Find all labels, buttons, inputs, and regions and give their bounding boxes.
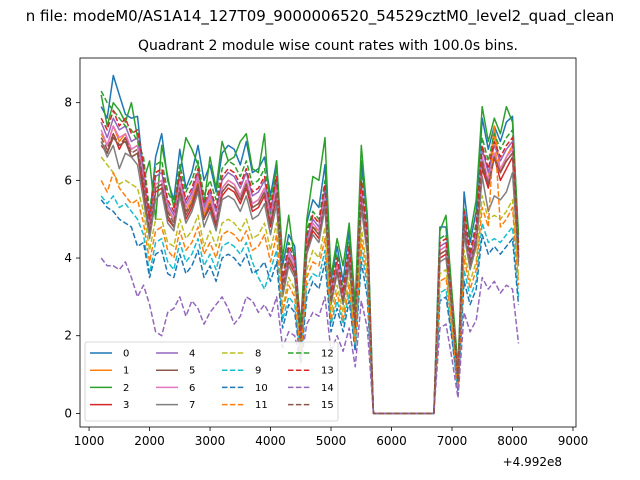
- x-tick-label: 5000: [316, 434, 347, 448]
- legend-label-8: 8: [255, 349, 261, 360]
- chart-title: Quadrant 2 module wise count rates with …: [138, 38, 518, 54]
- legend-label-15: 15: [321, 400, 334, 411]
- x-tick-label: 3000: [195, 434, 226, 448]
- y-tick-label: 2: [64, 329, 72, 343]
- legend-frame: [84, 341, 339, 422]
- series-line-2: [100, 94, 520, 415]
- x-tick-label: 4000: [255, 434, 286, 448]
- x-tick-label: 7000: [437, 434, 468, 448]
- series-line-8: [100, 156, 520, 415]
- series-line-9: [100, 195, 520, 415]
- axes: 1000 2000 3000 4000 5000 6000 7000 8000 9000 0 2 4 6…: [64, 57, 589, 448]
- y-tick-label: 4: [64, 251, 72, 265]
- legend-label-10: 10: [255, 383, 268, 394]
- legend-label-6: 6: [189, 383, 195, 394]
- legend-label-11: 11: [255, 400, 268, 411]
- x-offset-label: +4.992e8: [503, 455, 562, 469]
- x-tick-label: 6000: [376, 434, 407, 448]
- axes-frame: [79, 57, 577, 428]
- y-tick-label: 0: [64, 406, 72, 420]
- legend-label-1: 1: [123, 366, 129, 377]
- y-tick-label: 8: [64, 96, 72, 110]
- legend-label-0: 0: [123, 349, 129, 360]
- legend-label-5: 5: [189, 366, 195, 377]
- chart-suptitle: n file: modeM0/AS1A14_127T09_9000006520_…: [26, 7, 615, 26]
- series-line-14: [100, 257, 520, 415]
- legend-label-2: 2: [123, 383, 129, 394]
- series-lines: [100, 74, 520, 415]
- legend-label-12: 12: [321, 349, 334, 360]
- series-line-7: [100, 141, 520, 415]
- y-tick-label: 6: [64, 173, 72, 187]
- legend-label-3: 3: [123, 400, 129, 411]
- legend-label-14: 14: [321, 383, 334, 394]
- x-tick-label: 8000: [497, 434, 528, 448]
- x-tick-label: 2000: [134, 434, 165, 448]
- x-tick-label: 1000: [74, 434, 105, 448]
- legend-label-9: 9: [255, 366, 261, 377]
- x-tick-label: 9000: [558, 434, 589, 448]
- series-line-13: [100, 109, 520, 415]
- series-line-11: [100, 125, 520, 415]
- legend-label-4: 4: [189, 349, 195, 360]
- series-line-10: [100, 199, 520, 415]
- plot-area: [100, 74, 520, 415]
- legend-label-7: 7: [189, 400, 195, 411]
- legend-label-13: 13: [321, 366, 334, 377]
